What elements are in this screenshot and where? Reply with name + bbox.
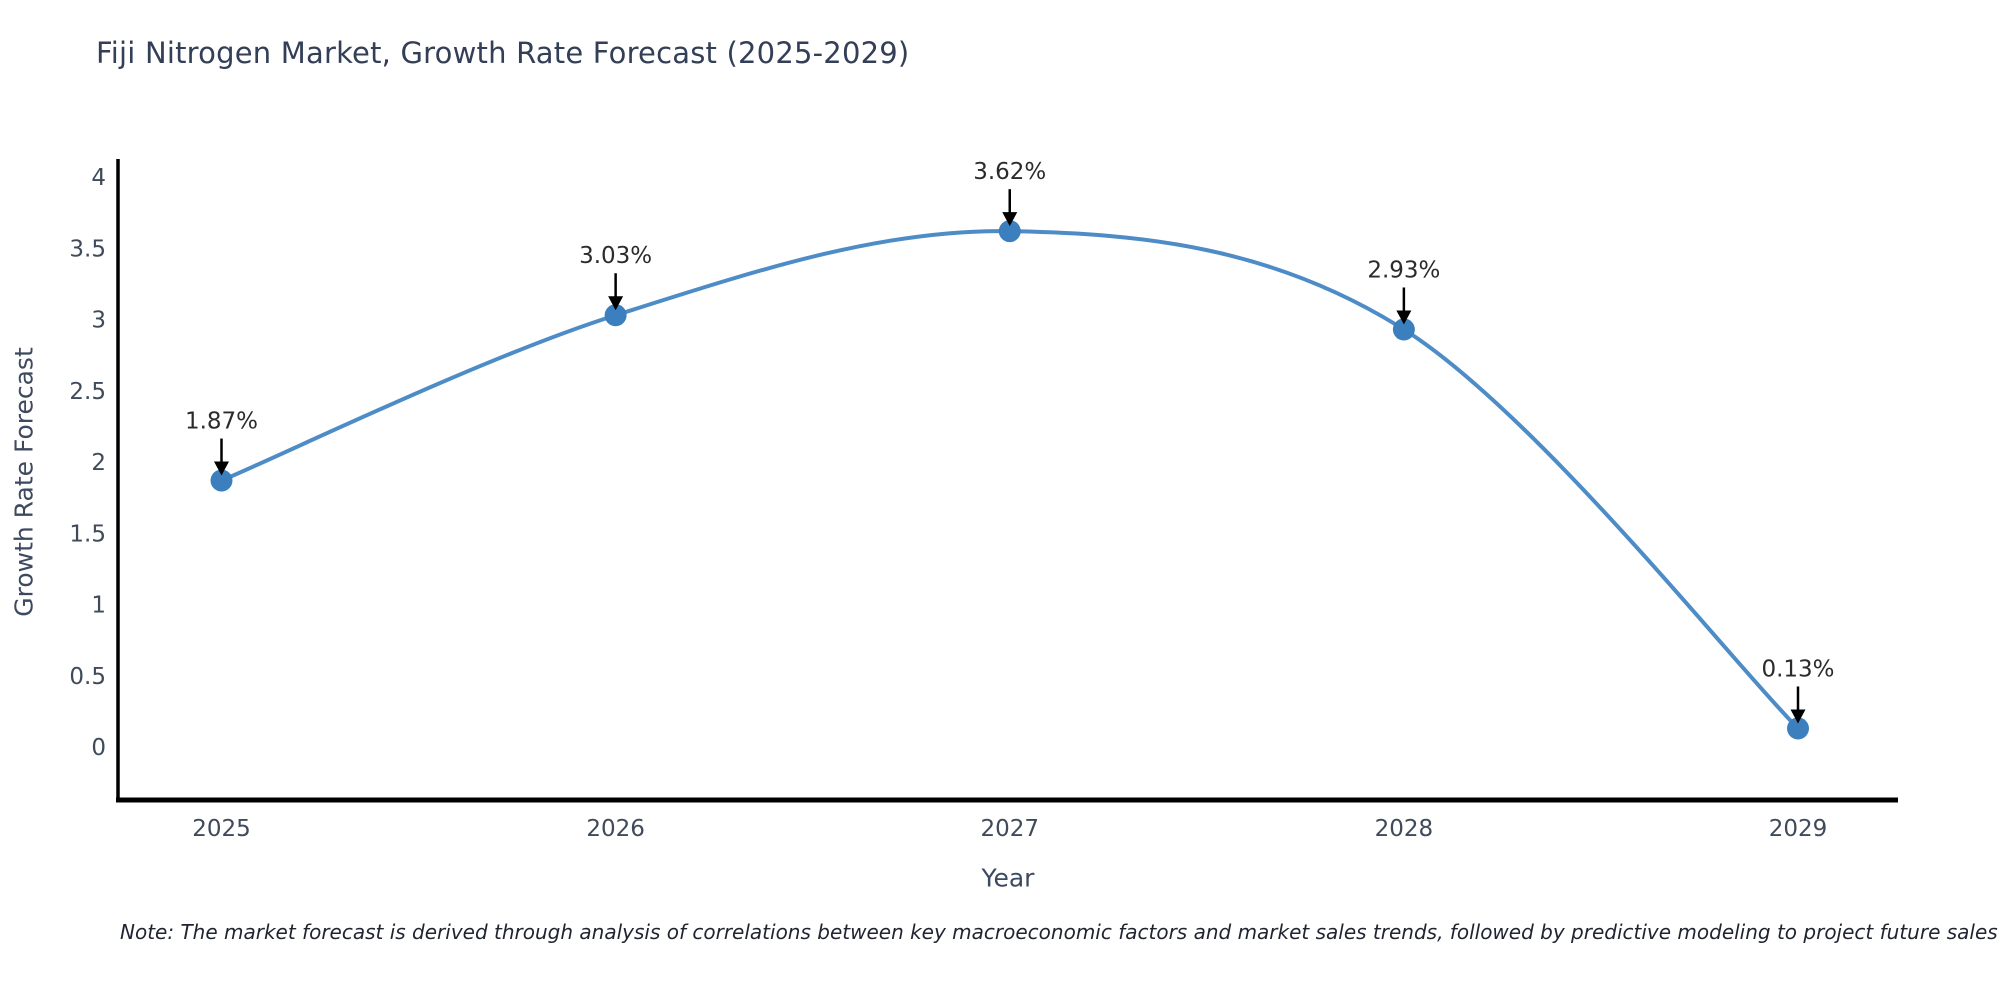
annotation-arrow-head [1396, 310, 1412, 325]
data-point-marker [1787, 717, 1809, 740]
y-tick-label: 3 [91, 308, 106, 334]
x-tick-label: 2028 [1375, 816, 1434, 842]
data-point-marker [210, 469, 233, 492]
trend-line [219, 229, 1800, 731]
y-tick-label: 4 [91, 165, 106, 191]
x-axis-title: Year [981, 863, 1035, 893]
y-axis-title: Growth Rate Forecast [9, 347, 39, 617]
annotation-label: 0.13% [1761, 656, 1834, 682]
data-point-marker [1392, 318, 1415, 341]
y-tick-label: 1 [91, 593, 106, 619]
x-tick-label: 2025 [192, 816, 251, 842]
y-tick-label: 2 [91, 450, 106, 476]
x-tick-label: 2026 [586, 816, 645, 842]
y-tick-label: 2.5 [69, 379, 106, 405]
annotation-label: 1.87% [185, 409, 258, 435]
data-point-marker [604, 304, 627, 327]
footnote: Note: The market forecast is derived thr… [120, 920, 1998, 944]
x-tick-label: 2027 [980, 816, 1039, 842]
x-tick-label: 2029 [1769, 816, 1828, 842]
chart-title: Fiji Nitrogen Market, Growth Rate Foreca… [96, 36, 910, 70]
annotation-arrow-head [1790, 709, 1806, 724]
annotation-arrow-head [1002, 212, 1018, 227]
y-tick-label: 0 [91, 735, 106, 761]
y-tick-label: 3.5 [69, 236, 106, 262]
annotation-arrow-head [214, 461, 229, 476]
annotation-label: 2.93% [1367, 257, 1440, 283]
annotation-label: 3.62% [973, 159, 1046, 185]
y-tick-label: 0.5 [69, 664, 106, 690]
annotation-label: 3.03% [579, 243, 652, 269]
annotation-arrow-head [608, 296, 624, 311]
data-point-marker [998, 220, 1021, 243]
y-tick-label: 1.5 [69, 521, 106, 547]
